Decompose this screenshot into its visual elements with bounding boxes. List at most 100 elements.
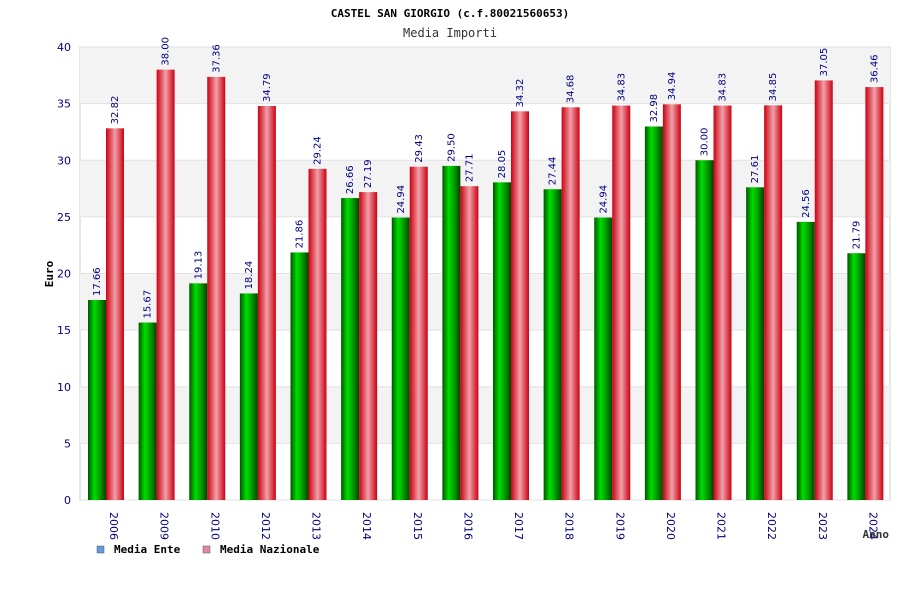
data-label: 27.19 [363,159,374,188]
data-label: 38.00 [161,37,172,66]
bar-media-ente [493,182,511,501]
legend-swatch-media-ente [96,545,105,554]
bar-media-nazionale [713,105,732,501]
bar-media-ente [138,322,157,500]
bar-media-nazionale [511,111,529,501]
y-tick-label: 40 [57,41,71,54]
legend-label-media-nazionale: Media Nazionale [220,543,320,556]
data-label: 29.50 [446,133,457,162]
data-label: 27.44 [548,157,559,186]
bar-media-nazionale [460,186,479,500]
x-tick-label: 2019 [613,512,626,540]
data-label: 21.86 [295,220,306,249]
bar-media-ente [341,198,360,500]
x-tick-label: 2018 [563,512,576,540]
data-label: 36.46 [869,54,880,83]
x-axis-label: Anno [863,528,890,541]
x-tick-label: 2023 [816,512,829,540]
y-tick-label: 25 [57,211,71,224]
bars [88,69,884,501]
x-axis-ticks: 2006 2009 2010 2012 2013 2014 2015 2016 2017 2018… [107,512,879,540]
data-label: 37.05 [819,48,830,77]
y-axis-label: Euro [43,260,56,287]
bar-media-nazionale [257,106,276,501]
bar-media-ente [543,189,562,500]
data-label: 32.98 [649,94,660,123]
bar-media-ente [391,217,410,500]
data-label: 18.24 [244,261,255,290]
legend: Media Ente Media Nazionale [96,543,320,556]
data-label: 29.24 [313,136,324,165]
data-label: 32.82 [110,96,121,125]
data-label: 28.05 [497,150,508,179]
x-tick-label: 2024 [866,512,879,540]
x-tick-label: 2014 [360,512,373,540]
bar-media-nazionale [308,168,327,500]
bar-media-ente [442,165,461,500]
bar-media-nazionale [662,104,681,500]
data-label: 21.79 [851,221,862,250]
data-label: 34.83 [616,73,627,102]
bar-media-nazionale [156,69,175,501]
data-label: 34.32 [515,79,526,108]
bar-media-ente [594,217,613,500]
data-labels: 17.66 32.82 15.67 38.00 19.13 37.36 18.24 34.79… [92,37,880,319]
bar-media-ente [695,160,714,500]
x-tick-label: 2006 [107,512,120,540]
data-label: 26.66 [345,165,356,194]
bar-media-nazionale [561,107,580,501]
bar-media-nazionale [612,105,631,501]
bar-media-ente [88,300,106,500]
x-tick-label: 2009 [158,512,171,540]
x-tick-label: 2015 [411,512,424,540]
x-tick-label: 2013 [310,512,323,540]
bar-media-nazionale [764,105,783,500]
y-tick-label: 5 [64,437,71,450]
y-tick-label: 15 [57,324,71,337]
data-label: 37.36 [211,44,222,73]
x-tick-label: 2020 [664,512,677,540]
x-tick-label: 2010 [208,512,221,540]
data-label: 24.56 [801,189,812,218]
y-tick-label: 20 [57,268,71,281]
bar-media-nazionale [207,76,226,500]
data-label: 17.66 [92,267,103,296]
bar-media-nazionale [865,87,884,500]
bar-media-ente [290,252,309,500]
x-tick-label: 2017 [512,512,525,540]
bar-media-ente [796,221,815,500]
chart-subtitle: Media Importi [403,26,497,40]
y-tick-label: 0 [64,494,71,507]
data-label: 34.94 [667,72,678,101]
bar-media-ente [239,293,258,500]
bar-media-nazionale [814,80,833,500]
x-tick-label: 2012 [259,512,272,540]
bar-media-ente [644,126,663,501]
legend-label-media-ente: Media Ente [114,543,181,556]
data-label: 24.94 [598,185,609,214]
y-tick-label: 35 [57,98,71,111]
data-label: 34.85 [768,73,779,102]
data-label: 15.67 [143,290,154,319]
data-label: 29.43 [414,134,425,163]
y-tick-label: 30 [57,154,71,167]
data-label: 27.61 [750,155,761,184]
bar-media-ente [189,283,208,500]
legend-swatch-media-nazionale [202,545,211,554]
bar-media-ente [847,253,866,500]
bar-media-nazionale [409,166,428,500]
data-label: 27.71 [464,154,475,183]
data-label: 19.13 [193,251,204,280]
x-tick-label: 2016 [461,512,474,540]
bar-media-nazionale [106,128,124,500]
data-label: 34.83 [718,73,729,102]
y-tick-label: 10 [57,381,71,394]
bar-media-ente [746,187,765,500]
data-label: 30.00 [700,128,711,157]
x-tick-label: 2022 [765,512,778,540]
data-label: 34.79 [262,73,273,102]
data-label: 24.94 [396,185,407,214]
y-axis-ticks: 0 5 10 15 20 25 30 35 40 [57,41,71,507]
x-tick-label: 2021 [715,512,728,540]
